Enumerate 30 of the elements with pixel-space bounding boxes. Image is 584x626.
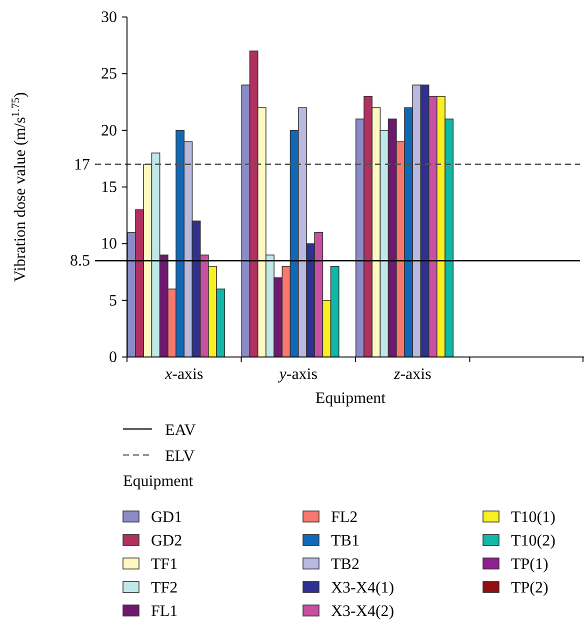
legend-label: FL1 bbox=[151, 603, 178, 620]
legend-label: TP(1) bbox=[511, 556, 548, 573]
legend-label: TF2 bbox=[151, 580, 178, 596]
legend-label: X3-X4(2) bbox=[331, 603, 394, 620]
legend-label: TF1 bbox=[151, 556, 178, 573]
legend-label: TP(2) bbox=[511, 580, 548, 596]
x-tick-label: x-axis bbox=[164, 366, 204, 383]
y-tick-label: 15 bbox=[101, 179, 117, 196]
y-tick-label: 5 bbox=[109, 292, 117, 310]
text: 17 bbox=[74, 156, 90, 174]
x-tick-label: y-axis bbox=[277, 366, 318, 383]
y-tick-label: 30 bbox=[101, 9, 117, 26]
legend-label: T10(2) bbox=[511, 532, 556, 550]
legend-label: FL2 bbox=[331, 509, 358, 526]
legend-label: TB1 bbox=[331, 532, 360, 550]
y-tick-label: 25 bbox=[101, 66, 117, 83]
y-tick-label: 20 bbox=[101, 122, 117, 140]
text: 8.5 bbox=[70, 252, 90, 270]
legend-label: ELV bbox=[165, 448, 196, 465]
y-tick-label: 0 bbox=[109, 349, 117, 366]
legend-label: X3-X4(1) bbox=[331, 580, 394, 596]
legend-title: Equipment bbox=[123, 473, 194, 490]
legend-label: EAV bbox=[165, 422, 196, 439]
legend-label: TB2 bbox=[331, 556, 360, 573]
legend-label: T10(1) bbox=[511, 509, 556, 526]
x-axis-title: Equipment bbox=[315, 390, 386, 407]
y-tick-label: 10 bbox=[101, 236, 117, 253]
legend-label: GD2 bbox=[151, 532, 182, 550]
x-tick-label: z-axis bbox=[392, 366, 432, 383]
legend-label: GD1 bbox=[151, 509, 182, 526]
